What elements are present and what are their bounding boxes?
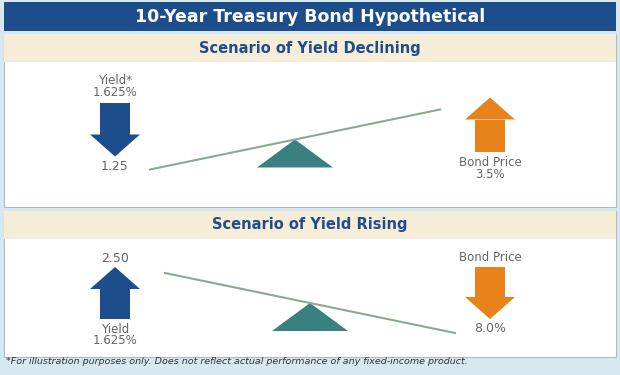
Bar (100, 102, 130, 135)
Text: 1.625%: 1.625% (92, 86, 138, 99)
Text: 1.625%: 1.625% (92, 334, 138, 347)
Bar (4, 211, 616, 239)
Text: Scenario of Yield Rising: Scenario of Yield Rising (212, 217, 408, 232)
Bar (4, 34, 616, 207)
Polygon shape (465, 98, 515, 120)
Text: Scenario of Yield Declining: Scenario of Yield Declining (199, 40, 421, 56)
Text: 3.5%: 3.5% (475, 168, 505, 180)
Polygon shape (90, 267, 140, 289)
Text: Bond Price: Bond Price (459, 251, 521, 264)
Bar (100, 289, 130, 319)
Text: 8.0%: 8.0% (474, 322, 506, 335)
Bar (4, 2, 616, 31)
Text: Yield: Yield (101, 323, 129, 336)
Polygon shape (257, 140, 333, 168)
Bar (475, 267, 505, 297)
Text: Bond Price: Bond Price (459, 156, 521, 168)
Text: Yield*: Yield* (98, 75, 132, 87)
Text: 1.25: 1.25 (101, 159, 129, 172)
Text: 2.50: 2.50 (101, 252, 129, 265)
Polygon shape (465, 297, 515, 319)
Bar (475, 120, 505, 152)
Bar (4, 211, 616, 357)
Text: 10-Year Treasury Bond Hypothetical: 10-Year Treasury Bond Hypothetical (135, 8, 485, 26)
Text: *For illustration purposes only. Does not reflect actual performance of any fixe: *For illustration purposes only. Does no… (6, 357, 467, 366)
Polygon shape (90, 135, 140, 156)
Bar (4, 34, 616, 62)
Polygon shape (272, 303, 348, 331)
